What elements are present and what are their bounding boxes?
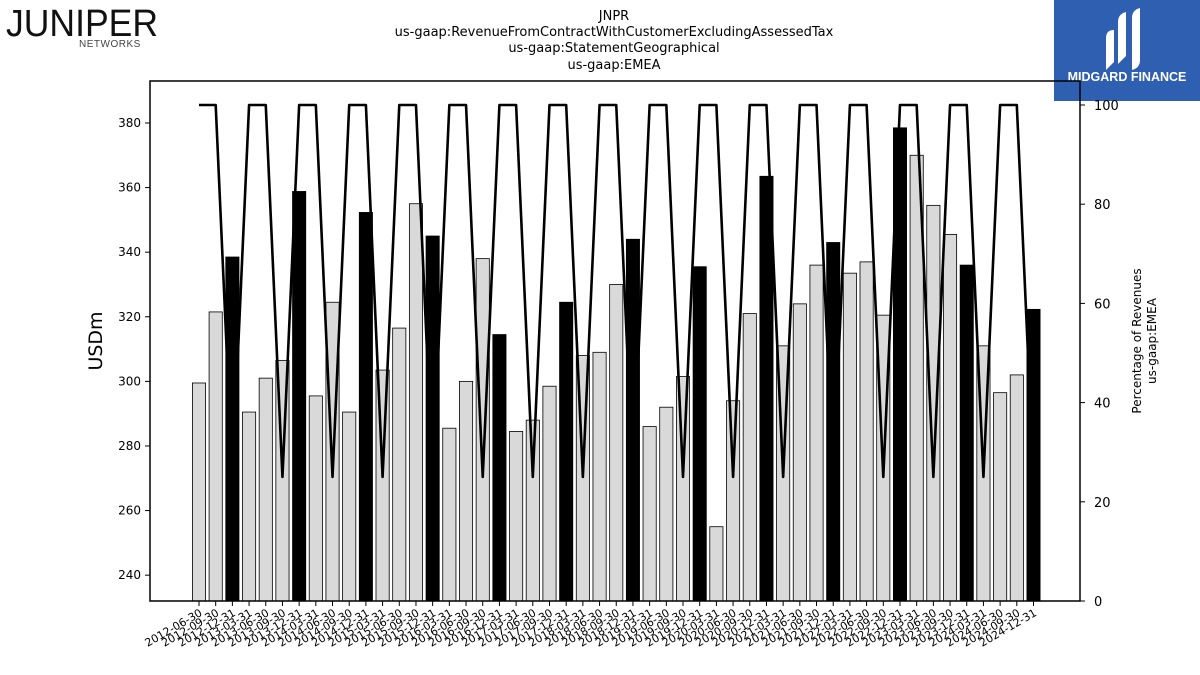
x-axis: 2012-06-302012-09-302012-12-312013-03-31… <box>143 601 1039 650</box>
bar-2020-12-31 <box>759 175 774 602</box>
bar-2021-12-31 <box>826 242 841 602</box>
y-tick-label-340: 340 <box>118 245 141 259</box>
bar-2015-12-31 <box>425 235 440 602</box>
bar-2016-06-30 <box>459 380 474 602</box>
bar-2019-06-30 <box>659 406 674 602</box>
bar-2014-09-30 <box>342 411 357 602</box>
bar-2019-12-31 <box>692 266 707 602</box>
y2-tick-label-0: 0 <box>1094 595 1102 610</box>
bar-2024-06-30 <box>993 392 1008 602</box>
y-tick-label-240: 240 <box>118 568 141 582</box>
bar-2015-03-31 <box>375 369 390 602</box>
chart-title-line-3: us-gaap:StatementGeographical <box>508 41 719 56</box>
bar-2012-12-31 <box>225 256 240 602</box>
midgard-finance-logo: MIDGARD FINANCE <box>1054 0 1200 101</box>
juniper-logo: JUNIPER NETWORKS <box>6 3 158 50</box>
bar-2013-03-31 <box>242 411 257 602</box>
bar-2015-09-30 <box>408 203 423 602</box>
y2-tick-label-80: 80 <box>1094 198 1111 213</box>
bar-2022-06-30 <box>859 261 874 602</box>
bar-2020-03-31 <box>709 526 724 602</box>
bars-layer <box>191 127 1041 602</box>
bar-2023-12-31 <box>959 264 974 602</box>
y2-axis-label-line-2: us-gaap:EMEA <box>1145 297 1159 384</box>
chart-title: JNPR us-gaap:RevenueFromContractWithCust… <box>395 9 834 73</box>
percentage-line-layer <box>199 103 1035 479</box>
y-axis-left: 240 260 280 300 320 340 360 380 <box>118 116 150 582</box>
bar-2015-06-30 <box>392 327 407 602</box>
juniper-logo-text: JUNIPER <box>6 3 158 45</box>
bar-2013-12-31 <box>292 191 307 602</box>
y2-tick-label-100: 100 <box>1094 99 1119 114</box>
y-tick-label-300: 300 <box>118 374 141 388</box>
bar-2017-03-31 <box>509 431 524 602</box>
bar-2016-03-31 <box>442 427 457 602</box>
chart-title-line-1: JNPR <box>598 9 629 24</box>
bar-2014-12-31 <box>358 212 373 602</box>
bar-2019-03-31 <box>642 426 657 602</box>
bar-2022-03-31 <box>842 272 857 602</box>
y2-tick-label-60: 60 <box>1094 297 1111 312</box>
bar-2013-06-30 <box>258 377 273 602</box>
bar-2012-09-30 <box>208 311 223 602</box>
y2-tick-label-20: 20 <box>1094 496 1111 511</box>
bar-2019-09-30 <box>676 376 691 602</box>
y2-axis-label-line-1: Percentage of Revenues <box>1130 268 1144 413</box>
y-tick-label-280: 280 <box>118 439 141 453</box>
y-tick-label-260: 260 <box>118 504 141 518</box>
midgard-mark-icon <box>1106 8 1140 70</box>
bar-2021-06-30 <box>792 303 807 602</box>
chart-title-line-2: us-gaap:RevenueFromContractWithCustomerE… <box>395 25 834 40</box>
juniper-logo-subtext: NETWORKS <box>79 39 141 50</box>
y-axis-right: 0 20 40 60 80 100 <box>1080 99 1119 610</box>
bar-2023-06-30 <box>926 204 941 602</box>
bar-2012-06-30 <box>191 382 206 602</box>
bar-2017-09-30 <box>542 385 557 602</box>
bar-2016-12-31 <box>492 334 507 602</box>
bar-2018-12-31 <box>625 238 640 602</box>
bar-2021-09-30 <box>809 264 824 602</box>
bar-2016-09-30 <box>475 258 490 602</box>
chart-title-line-4: us-gaap:EMEA <box>567 58 660 73</box>
y-tick-label-380: 380 <box>118 116 141 130</box>
percentage-of-revenues-line <box>199 103 1035 479</box>
bar-2020-09-30 <box>742 313 757 602</box>
bar-2017-12-31 <box>559 301 574 602</box>
y-axis-label: USDm <box>85 311 107 370</box>
y-tick-label-320: 320 <box>118 310 141 324</box>
plot-area-frame <box>149 80 1081 602</box>
bar-2018-09-30 <box>609 284 624 602</box>
bar-2018-06-30 <box>592 351 607 602</box>
bar-2024-09-30 <box>1009 374 1024 602</box>
bar-2017-06-30 <box>525 419 540 602</box>
y-tick-label-360: 360 <box>118 181 141 195</box>
bar-2023-09-30 <box>943 234 958 602</box>
midgard-logo-text: MIDGARD FINANCE <box>1068 70 1187 84</box>
bar-2014-03-31 <box>308 395 323 602</box>
bar-2020-06-30 <box>726 400 741 602</box>
y2-tick-label-40: 40 <box>1094 397 1111 412</box>
